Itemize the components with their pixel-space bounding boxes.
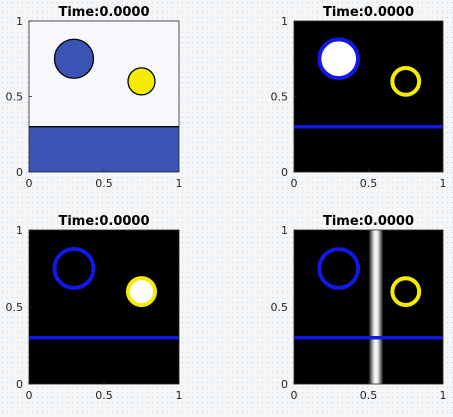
subplot-title: Time:0.0000 [58, 5, 149, 20]
large-circle [53, 38, 95, 79]
x-tick-label: 0.5 [360, 177, 378, 190]
x-tick-label: 1 [176, 177, 183, 190]
x-tick-label: 0 [291, 177, 298, 190]
plot-background [29, 230, 179, 384]
subplot-title: Time:0.0000 [323, 5, 414, 20]
y-tick-label: 0 [281, 166, 288, 179]
y-tick-label: 0.5 [271, 91, 289, 104]
x-tick-label: 0 [291, 389, 298, 402]
plot-background [294, 21, 443, 172]
y-tick-label: 0 [281, 378, 288, 391]
large-circle [317, 247, 361, 290]
x-tick-label: 0.5 [360, 389, 378, 402]
x-tick-label: 0.5 [95, 177, 113, 190]
x-tick-label: 0 [26, 177, 33, 190]
fluid-region [29, 126, 179, 172]
x-tick-label: 1 [176, 389, 183, 402]
y-tick-label: 0 [16, 166, 23, 179]
small-circle [126, 276, 157, 308]
plot-contents [29, 247, 179, 340]
subplot-1: 0 0.5 1 0 0.5 1 Time:0.0000 [6, 5, 183, 190]
y-tick-label: 1 [16, 15, 23, 28]
y-tick-label: 1 [281, 15, 288, 28]
x-tick-label: 1 [440, 177, 447, 190]
x-tick-label: 0 [26, 389, 33, 402]
y-tick-label: 0.5 [6, 301, 24, 314]
subplot-4: 0 0.5 1 0 0.5 1 Time:0.0000 [271, 214, 447, 402]
y-tick-label: 0.5 [6, 91, 24, 104]
small-circle [127, 67, 156, 96]
subplot-2: 0 0.5 1 0 0.5 1 Time:0.0000 [271, 5, 447, 190]
subplot-3: 0 0.5 1 0 0.5 1 Time:0.0000 [6, 214, 183, 402]
y-tick-label: 0.5 [271, 301, 289, 314]
small-circle [390, 65, 422, 97]
small-circle [390, 276, 422, 308]
plot-contents [29, 38, 179, 172]
vertical-band [368, 230, 384, 384]
x-tick-label: 1 [440, 389, 447, 402]
x-tick-label: 0.5 [95, 389, 113, 402]
subplot-title: Time:0.0000 [58, 214, 149, 229]
plot-contents [294, 37, 443, 129]
y-tick-label: 1 [281, 224, 288, 237]
y-tick-label: 0 [16, 378, 23, 391]
large-circle [317, 37, 361, 81]
subplot-title: Time:0.0000 [323, 214, 414, 229]
large-circle [52, 247, 96, 290]
plot-contents [294, 230, 443, 384]
y-tick-label: 1 [16, 224, 23, 237]
